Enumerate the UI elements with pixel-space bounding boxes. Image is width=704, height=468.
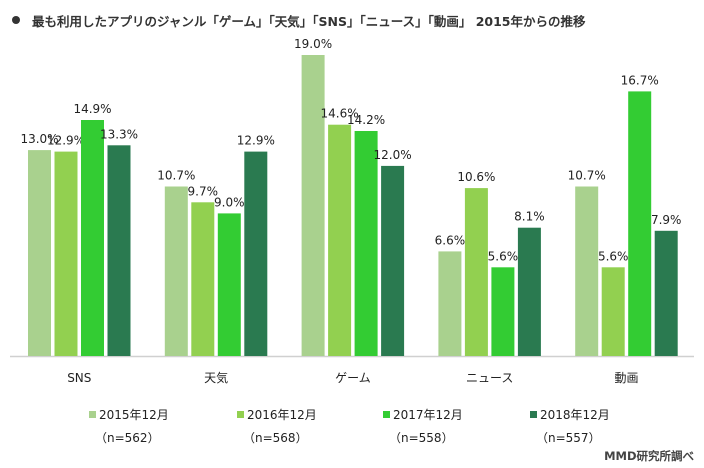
data-label: 14.9% — [73, 102, 111, 116]
bar — [354, 131, 378, 356]
data-label: 5.6% — [488, 249, 519, 263]
legend-label: 2015年12月 — [99, 408, 169, 422]
legend-label: 2016年12月 — [247, 408, 317, 422]
bar — [164, 186, 188, 356]
data-label: 5.6% — [598, 249, 629, 263]
legend-swatch-icon — [237, 411, 244, 418]
x-tick-label: 動画 — [614, 371, 638, 385]
legend-swatch-icon — [89, 411, 96, 418]
x-tick-label: 天気 — [204, 370, 228, 385]
legend-sample-size: （n=557） — [536, 431, 601, 445]
data-label: 12.0% — [374, 148, 412, 162]
title-bullet-icon — [12, 16, 20, 24]
bar — [328, 124, 352, 356]
chart-title: 最も利用したアプリのジャンル「ゲーム」「天気」「SNS」「ニュース」「動画」 2… — [32, 14, 586, 29]
x-tick-label: ゲーム — [335, 371, 371, 385]
bar — [301, 55, 325, 356]
bar — [107, 145, 131, 356]
bar — [628, 91, 652, 357]
bar — [464, 188, 488, 356]
bar — [654, 230, 678, 356]
bar — [517, 227, 541, 356]
legend-item: 2017年12月 — [383, 406, 463, 423]
bar — [491, 267, 515, 356]
data-label: 19.0% — [294, 37, 332, 51]
data-label: 14.2% — [347, 113, 385, 127]
x-tick-label: ニュース — [466, 371, 513, 385]
bar — [381, 165, 405, 356]
bar — [28, 150, 51, 356]
legend-label: 2018年12月 — [540, 408, 610, 422]
legend-item: 2015年12月 — [89, 406, 169, 423]
legend-item: 2016年12月 — [237, 406, 317, 423]
x-tick-label: SNS — [67, 371, 91, 385]
bar — [438, 251, 462, 356]
bar — [81, 120, 104, 356]
bar — [244, 151, 268, 356]
data-label: 12.9% — [237, 134, 275, 148]
data-label: 13.0% — [20, 132, 58, 146]
bar — [601, 267, 625, 356]
bar — [575, 186, 599, 356]
legend-sample-size: （n=558） — [389, 431, 454, 445]
legend-item: 2018年12月 — [530, 406, 610, 423]
bar — [217, 213, 241, 356]
data-label: 9.7% — [188, 184, 219, 198]
data-label: 12.9% — [47, 134, 85, 148]
bar — [54, 151, 78, 356]
source-credit: MMD研究所調べ — [604, 449, 694, 463]
data-label: 14.6% — [321, 107, 359, 121]
legend-sample-size: （n=562） — [95, 431, 160, 445]
data-label: 7.9% — [651, 213, 682, 227]
legend-label: 2017年12月 — [393, 408, 463, 422]
data-label: 10.7% — [157, 169, 195, 183]
legend-swatch-icon — [383, 411, 390, 418]
data-label: 13.3% — [100, 127, 138, 141]
data-label: 9.0% — [214, 195, 245, 209]
legend-swatch-icon — [530, 411, 537, 418]
data-label: 16.7% — [621, 73, 659, 87]
data-label: 8.1% — [514, 210, 545, 224]
data-label: 6.6% — [435, 233, 466, 247]
bar — [191, 202, 215, 356]
data-label: 10.6% — [457, 170, 495, 184]
data-label: 10.7% — [568, 169, 606, 183]
legend-sample-size: （n=568） — [243, 431, 308, 445]
